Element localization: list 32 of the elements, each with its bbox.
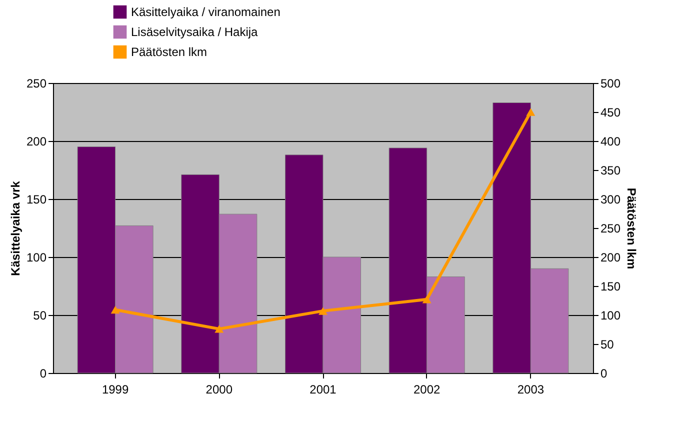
y2-tick-label: 50 <box>600 338 614 352</box>
x-tick-label: 2001 <box>310 382 337 396</box>
point <box>422 295 432 304</box>
legend-label: Päätösten lkm <box>131 45 208 59</box>
legend-label: Käsittelyaika / viranomainen <box>131 5 280 19</box>
y2-tick-label: 250 <box>600 222 621 236</box>
y-tick-label: 100 <box>26 250 47 264</box>
legend-label: Lisäselvitysaika / Hakija <box>131 25 258 39</box>
y-axis-title: Käsittelyaika vrk <box>8 180 22 276</box>
y2-tick-label: 350 <box>600 164 621 178</box>
x-tick-label: 2003 <box>517 382 544 396</box>
y2-tick-label: 450 <box>600 106 621 120</box>
y-tick-label: 50 <box>33 308 47 322</box>
y-tick-label: 150 <box>26 192 47 206</box>
point <box>214 325 224 333</box>
x-tick-label: 2002 <box>413 382 441 396</box>
point <box>110 306 120 314</box>
x-tick-label: 1999 <box>102 382 129 396</box>
y-tick-label: 200 <box>26 134 47 148</box>
point <box>318 307 328 315</box>
y-tick-label: 250 <box>26 76 47 90</box>
y2-tick-label: 100 <box>600 308 621 322</box>
y2-tick-label: 400 <box>600 134 621 148</box>
y2-tick-label: 300 <box>600 192 621 206</box>
y2-tick-label: 0 <box>600 366 608 380</box>
x-tick-label: 2000 <box>206 382 233 396</box>
y-tick-label: 0 <box>40 366 47 380</box>
point <box>526 108 536 116</box>
y2-tick-label: 500 <box>600 76 621 90</box>
y2-tick-label: 200 <box>600 250 621 264</box>
y2-axis-title: Päätösten lkm <box>624 188 639 270</box>
y2-tick-label: 150 <box>600 280 621 294</box>
